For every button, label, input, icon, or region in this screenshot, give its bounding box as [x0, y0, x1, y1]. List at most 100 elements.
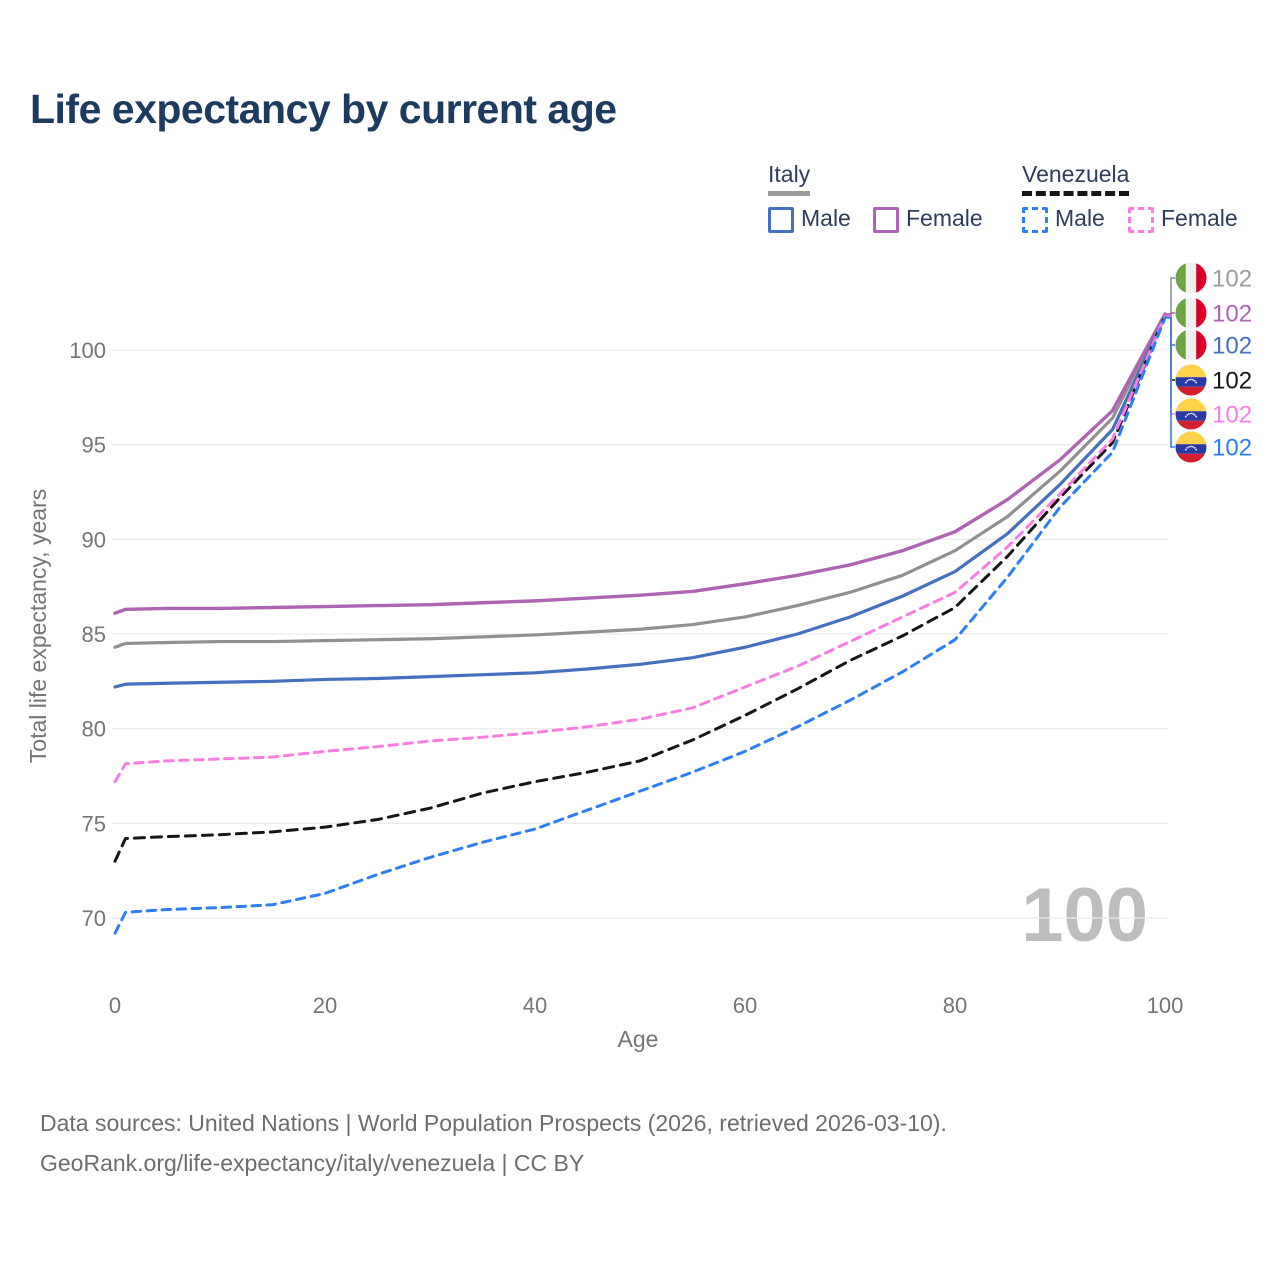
star-dot — [1192, 413, 1194, 415]
star-dot — [1195, 415, 1198, 418]
end-label-connector-italy-male — [1165, 315, 1175, 346]
legend-swatch-venezuela-male[interactable] — [1022, 207, 1048, 233]
star-dot — [1193, 414, 1196, 416]
stripe-white — [1185, 329, 1197, 361]
x-tick-100: 100 — [1147, 993, 1184, 1018]
italy-flag-icon — [1175, 329, 1207, 361]
band-yellow — [1175, 364, 1207, 378]
star-dot — [1192, 446, 1194, 448]
flag-bands — [1175, 431, 1207, 463]
end-value-label-italy-male: 102 — [1212, 333, 1252, 360]
legend-swatch-italy-male[interactable] — [768, 207, 794, 233]
series-line-italy-female[interactable] — [113, 312, 1167, 615]
y-tick-95: 95 — [82, 433, 106, 458]
x-tick-20: 20 — [313, 993, 337, 1018]
end-value-label-italy-both-sexes-: 102 — [1212, 266, 1252, 293]
band-yellow — [1175, 431, 1207, 445]
star-dot — [1184, 415, 1187, 418]
star-dot — [1188, 379, 1190, 381]
star-dot — [1190, 445, 1192, 448]
star-dot — [1188, 413, 1190, 415]
series-line-venezuela-male[interactable] — [113, 316, 1167, 935]
star-dot — [1186, 447, 1189, 449]
y-tick-100: 100 — [69, 338, 106, 363]
flag-stripes — [1175, 262, 1207, 294]
legend-swatch-italy-female[interactable] — [873, 207, 899, 233]
legend-venezuela-label: Venezuela — [1022, 161, 1130, 196]
star-dot — [1184, 448, 1187, 451]
star-dot — [1193, 447, 1196, 449]
band-blue — [1175, 377, 1207, 387]
legend-label-venezuela-female[interactable]: Female — [1161, 205, 1238, 231]
end-label-connector-italy-both-sexes- — [1165, 277, 1175, 315]
end-value-label-venezuela-male: 102 — [1212, 435, 1252, 462]
y-axis-label: Total life expectancy, years — [25, 489, 51, 763]
band-blue — [1175, 444, 1207, 454]
x-axis-label: Age — [618, 1026, 659, 1052]
venezuela-flag-icon — [1175, 431, 1207, 463]
venezuela-flag-icon — [1175, 364, 1207, 396]
x-tick-80: 80 — [943, 993, 967, 1018]
venezuela-flag-icon — [1175, 398, 1207, 430]
x-tick-60: 60 — [733, 993, 757, 1018]
y-tick-75: 75 — [82, 811, 106, 836]
legend-country-venezuela[interactable]: Venezuela — [1022, 161, 1130, 196]
age-watermark: 100 — [1021, 873, 1148, 958]
series-line-venezuela-female[interactable] — [113, 314, 1167, 784]
legend-italy-label: Italy — [768, 161, 811, 196]
end-value-label-venezuela-female: 102 — [1212, 402, 1252, 429]
legend-swatch-venezuela-female[interactable] — [1128, 207, 1154, 233]
stripe-green — [1175, 262, 1186, 294]
page-title: Life expectancy by current age — [30, 86, 617, 132]
star-dot — [1186, 380, 1189, 382]
end-value-label-italy-female: 102 — [1212, 301, 1252, 328]
stripe-green — [1175, 329, 1186, 361]
star-dot — [1195, 448, 1198, 451]
star-dot — [1184, 381, 1187, 384]
star-dot — [1188, 446, 1190, 448]
star-dot — [1190, 412, 1192, 415]
series-line-italy-both-sexes-[interactable] — [113, 312, 1167, 649]
y-tick-85: 85 — [82, 622, 106, 647]
stripe-green — [1175, 297, 1186, 329]
stripe-red — [1196, 262, 1207, 294]
stripe-red — [1196, 297, 1207, 329]
y-tick-70: 70 — [82, 906, 106, 931]
end-value-label-venezuela-both-sexes-: 102 — [1212, 368, 1252, 395]
series-line-italy-male[interactable] — [113, 314, 1167, 689]
star-dot — [1193, 380, 1196, 382]
legend-label-italy-female[interactable]: Female — [906, 205, 983, 231]
end-label-connector-venezuela-both-sexes- — [1165, 315, 1175, 381]
legend-label-italy-male[interactable]: Male — [801, 205, 851, 231]
end-label-connector-italy-female — [1165, 312, 1175, 315]
italy-flag-icon — [1175, 297, 1207, 329]
stripe-white — [1185, 297, 1197, 329]
star-dot — [1186, 414, 1189, 416]
band-red — [1175, 453, 1207, 463]
band-yellow — [1175, 398, 1207, 412]
flag-bands — [1175, 364, 1207, 396]
x-tick-40: 40 — [523, 993, 547, 1018]
flag-stripes — [1175, 329, 1207, 361]
star-dot — [1192, 379, 1194, 381]
footer-attribution-link[interactable]: GeoRank.org/life-expectancy/italy/venezu… — [40, 1150, 585, 1176]
star-dot — [1190, 378, 1192, 381]
y-tick-80: 80 — [82, 717, 106, 742]
end-label-connector-venezuela-male — [1165, 317, 1175, 448]
band-red — [1175, 386, 1207, 396]
band-blue — [1175, 411, 1207, 421]
band-red — [1175, 420, 1207, 430]
y-tick-90: 90 — [82, 527, 106, 552]
legend-country-italy[interactable]: Italy — [768, 161, 811, 196]
x-tick-0: 0 — [109, 993, 121, 1018]
stripe-white — [1185, 262, 1197, 294]
flag-stripes — [1175, 297, 1207, 329]
legend-label-venezuela-male[interactable]: Male — [1055, 205, 1105, 231]
star-dot — [1195, 381, 1198, 384]
end-label-connector-venezuela-female — [1165, 315, 1175, 415]
stripe-red — [1196, 329, 1207, 361]
footer-data-sources: Data sources: United Nations | World Pop… — [40, 1110, 947, 1136]
series-line-venezuela-both-sexes-[interactable] — [113, 314, 1167, 863]
